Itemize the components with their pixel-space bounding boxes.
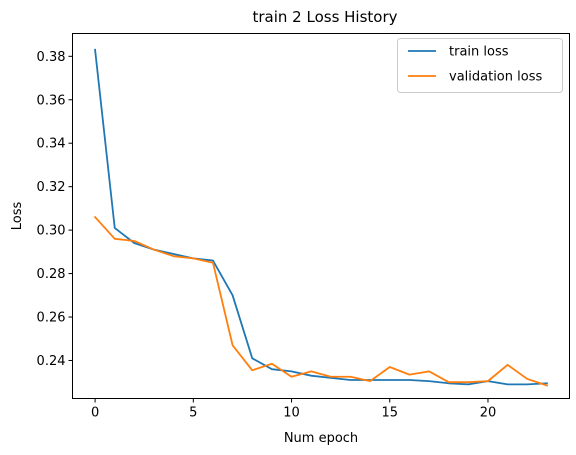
legend: train loss validation loss	[397, 38, 563, 93]
x-axis-label: Num epoch	[284, 431, 358, 446]
legend-label-train-loss: train loss	[449, 45, 509, 60]
y-tick-label: 0.36	[37, 93, 66, 108]
y-tick-label: 0.24	[37, 354, 66, 369]
y-tick-label: 0.26	[37, 311, 66, 326]
x-tick-label: 15	[381, 406, 398, 421]
legend-label-validation-loss: validation loss	[449, 70, 542, 85]
y-tick-label: 0.34	[37, 137, 66, 152]
plot-area	[72, 33, 570, 399]
plot-frame	[72, 33, 570, 399]
y-tick-label: 0.28	[37, 267, 66, 282]
x-tick-label: 10	[283, 406, 300, 421]
y-tick-label: 0.30	[37, 224, 66, 239]
y-tick-label: 0.32	[37, 180, 66, 195]
y-tick-label: 0.38	[37, 50, 66, 65]
legend-box	[397, 38, 563, 93]
x-axis-ticks: 0 5 10 15 20	[91, 398, 497, 421]
x-tick-label: 0	[91, 406, 99, 421]
x-tick-label: 20	[480, 406, 497, 421]
x-tick-label: 5	[189, 406, 197, 421]
series-line-train-loss	[94, 48, 548, 386]
series-layer	[93, 48, 549, 387]
y-axis-ticks: 0.24 0.26 0.28 0.30 0.32 0.34 0.36 0.38	[37, 50, 73, 369]
series-line-validation-loss	[93, 215, 549, 387]
y-axis-label: Loss	[10, 202, 25, 231]
chart-title: train 2 Loss History	[252, 8, 397, 26]
